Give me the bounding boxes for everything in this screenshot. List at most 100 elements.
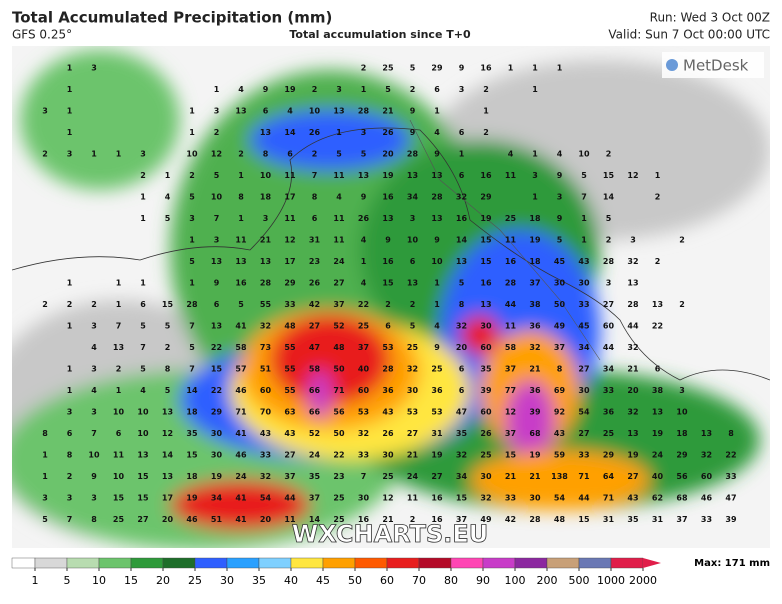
station-value: 4 <box>361 236 367 245</box>
station-value: 13 <box>358 171 369 180</box>
station-value: 1 <box>434 300 440 309</box>
station-value: 31 <box>431 429 443 438</box>
station-value: 1 <box>140 214 146 223</box>
station-value: 32 <box>456 322 467 331</box>
station-value: 13 <box>162 472 173 481</box>
station-value: 52 <box>309 429 320 438</box>
station-value: 6 <box>655 365 661 374</box>
station-value: 51 <box>260 365 272 374</box>
station-value: 44 <box>578 494 590 503</box>
station-value: 15 <box>505 451 517 460</box>
station-value: 13 <box>211 257 222 266</box>
station-value: 63 <box>284 408 295 417</box>
station-value: 32 <box>627 257 638 266</box>
station-value: 22 <box>211 343 222 352</box>
station-value: 1 <box>238 171 244 180</box>
station-value: 1 <box>361 85 367 94</box>
station-value: 5 <box>189 193 195 202</box>
station-value: 13 <box>431 171 442 180</box>
station-value: 8 <box>67 451 73 460</box>
station-value: 16 <box>382 257 394 266</box>
station-value: 37 <box>358 343 369 352</box>
station-value: 10 <box>431 257 443 266</box>
station-value: 33 <box>701 515 712 524</box>
station-value: 6 <box>459 365 465 374</box>
station-value: 1 <box>214 85 220 94</box>
station-value: 27 <box>284 451 295 460</box>
colorbar-label: 60 <box>380 574 394 587</box>
station-value: 5 <box>459 279 465 288</box>
station-value: 45 <box>554 257 566 266</box>
coastline <box>12 127 770 381</box>
station-value: 41 <box>235 322 247 331</box>
station-value: 15 <box>137 494 149 503</box>
station-value: 36 <box>431 386 443 395</box>
station-value: 3 <box>42 494 48 503</box>
station-value: 4 <box>557 150 563 159</box>
station-value: 5 <box>140 365 146 374</box>
station-value: 20 <box>456 343 468 352</box>
station-value: 4 <box>91 343 97 352</box>
station-value: 1 <box>140 279 146 288</box>
station-value: 29 <box>211 408 223 417</box>
station-value: 13 <box>260 128 271 137</box>
station-value: 6 <box>214 300 220 309</box>
station-value: 58 <box>235 343 247 352</box>
station-value: 1 <box>67 107 73 116</box>
station-value: 27 <box>578 429 589 438</box>
station-value: 48 <box>284 322 296 331</box>
station-value: 1 <box>336 128 342 137</box>
station-value: 28 <box>627 300 639 309</box>
station-value: 9 <box>434 150 440 159</box>
station-value: 40 <box>358 365 370 374</box>
station-value: 18 <box>676 429 688 438</box>
station-value: 7 <box>581 193 587 202</box>
station-value: 3 <box>42 107 48 116</box>
station-value: 2 <box>410 300 416 309</box>
station-value: 6 <box>434 85 440 94</box>
station-value: 27 <box>407 429 418 438</box>
station-value: 33 <box>284 300 295 309</box>
station-value: 15 <box>162 300 174 309</box>
colorbar-label: 25 <box>188 574 202 587</box>
station-value: 16 <box>456 214 468 223</box>
station-value: 58 <box>309 365 321 374</box>
station-value: 2 <box>189 171 195 180</box>
station-value: 5 <box>214 171 220 180</box>
station-value: 30 <box>407 386 419 395</box>
station-value: 16 <box>235 279 247 288</box>
station-value: 3 <box>67 408 73 417</box>
station-value: 19 <box>186 494 198 503</box>
station-value: 25 <box>603 429 615 438</box>
station-value: 33 <box>358 451 369 460</box>
station-value: 39 <box>725 515 737 524</box>
station-value: 16 <box>358 515 370 524</box>
station-value: 9 <box>459 64 465 73</box>
station-value: 2 <box>385 300 391 309</box>
run: Run: Wed 3 Oct 00Z <box>650 11 770 25</box>
colorbar-label: 2000 <box>629 574 657 587</box>
station-value: 7 <box>312 171 318 180</box>
colorbar: 1 5 10 15 20 25 30 35 40 45 50 60 70 80 90 100 200 500 100… <box>11 557 661 587</box>
station-value: 10 <box>260 171 272 180</box>
station-value: 42 <box>309 300 320 309</box>
colorbar-label: 100 <box>505 574 526 587</box>
station-value: 34 <box>578 343 590 352</box>
colorbar-label: 500 <box>569 574 590 587</box>
station-value: 21 <box>382 515 394 524</box>
colorbar-segment <box>130 557 164 569</box>
station-value: 69 <box>554 386 566 395</box>
station-value: 28 <box>382 365 394 374</box>
station-value: 24 <box>652 451 664 460</box>
colorbar-segment <box>194 557 228 569</box>
station-value: 29 <box>431 64 443 73</box>
station-value: 1 <box>532 193 538 202</box>
station-value: 24 <box>309 451 321 460</box>
station-value: 25 <box>431 365 443 374</box>
station-value: 32 <box>456 451 467 460</box>
station-value: 9 <box>91 472 97 481</box>
station-value: 71 <box>333 386 345 395</box>
station-value: 33 <box>603 386 614 395</box>
station-value: 9 <box>557 171 563 180</box>
